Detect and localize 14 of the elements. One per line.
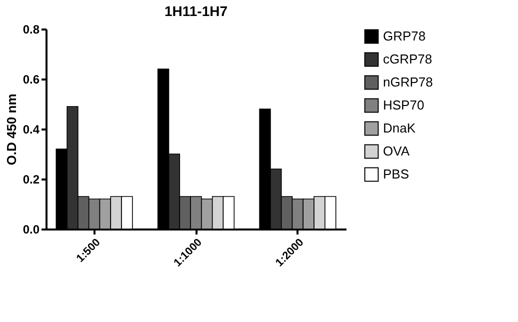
y-axis-title: O.D 450 nm — [4, 94, 19, 166]
y-tick-label: 0.0 — [22, 222, 40, 236]
y-tick-label: 0.8 — [22, 22, 40, 36]
y-tick-label: 0.4 — [22, 122, 40, 136]
legend-label: PBS — [383, 166, 410, 182]
legend-label: HSP70 — [383, 98, 424, 112]
legend-label: cGRP78 — [383, 52, 432, 66]
legend-label: DnaK — [383, 120, 416, 136]
chart-title: 1H11-1H7 — [164, 3, 228, 19]
y-tick-label: 0.2 — [22, 172, 40, 186]
legend-label: nGRP78 — [383, 74, 433, 90]
y-tick-label: 0.6 — [22, 72, 40, 86]
legend-label: GRP78 — [383, 28, 426, 44]
legend-label: OVA — [383, 144, 410, 158]
